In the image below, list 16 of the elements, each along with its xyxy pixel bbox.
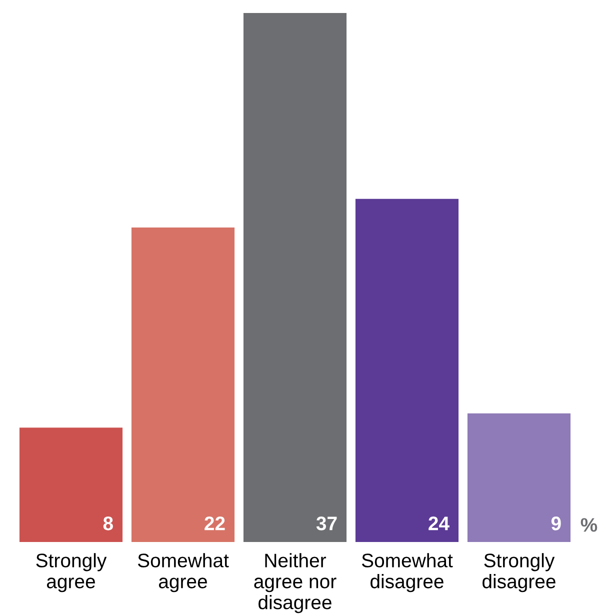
data-label: 24 bbox=[428, 516, 450, 530]
text: % bbox=[580, 518, 598, 532]
data-label: 8 bbox=[103, 516, 113, 530]
x-tick-label: Strongly agree bbox=[36, 553, 107, 592]
bar bbox=[19, 428, 123, 542]
x-tick-label: Strongly disagree bbox=[482, 553, 556, 592]
data-label: 9 bbox=[551, 516, 561, 530]
x-tick-label: Somewhat disagree bbox=[362, 553, 453, 592]
data-label: 37 bbox=[316, 516, 337, 530]
data-label: 22 bbox=[204, 516, 225, 530]
bar bbox=[467, 413, 571, 542]
bar bbox=[243, 13, 347, 542]
bar bbox=[355, 198, 459, 542]
bar bbox=[131, 227, 235, 542]
x-tick-label: Neither agree nor disagree bbox=[254, 553, 336, 614]
x-tick-label: Somewhat agree bbox=[138, 553, 229, 592]
